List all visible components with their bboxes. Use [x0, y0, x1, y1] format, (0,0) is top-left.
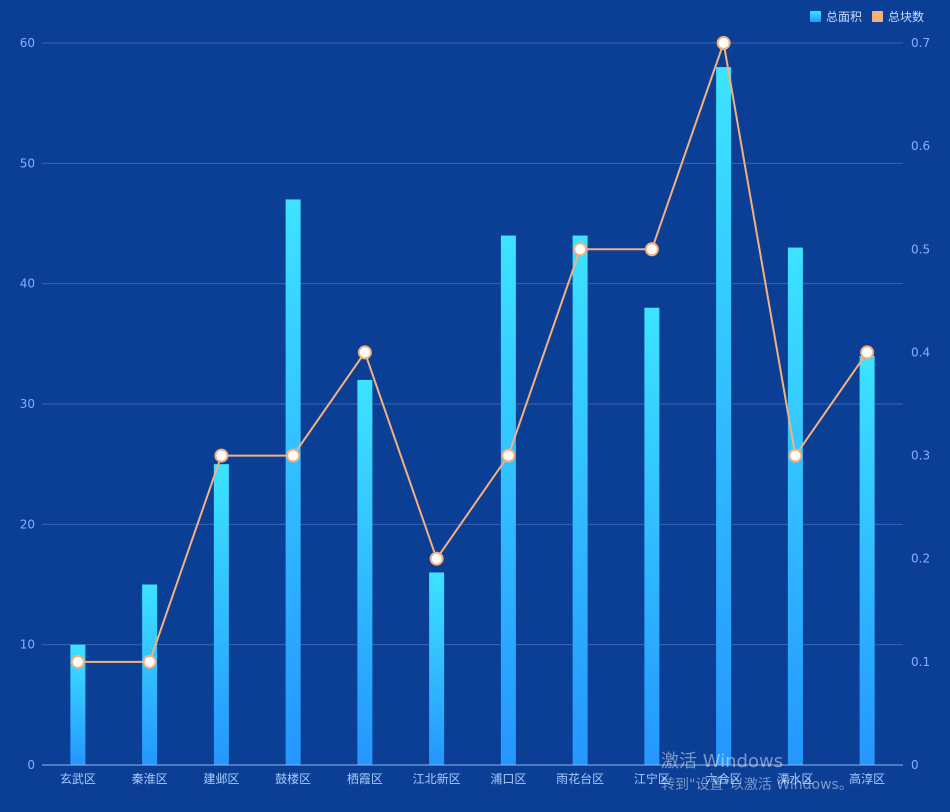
bar[interactable] — [142, 584, 158, 766]
x-tick-label: 江宁区 — [634, 771, 670, 786]
bar[interactable] — [429, 572, 445, 765]
line-point[interactable] — [860, 345, 875, 360]
legend-swatch-area[interactable] — [810, 11, 821, 22]
bar[interactable] — [644, 307, 660, 765]
y-right-tick-label: 0.2 — [911, 552, 930, 566]
bar[interactable] — [859, 355, 875, 765]
bar[interactable] — [716, 67, 732, 766]
line-point[interactable] — [429, 551, 444, 566]
windows-activation-watermark: 激活 Windows 转到"设置"以激活 Windows。 — [661, 751, 853, 793]
line-path — [77, 39, 868, 663]
x-tick-label: 江北新区 — [413, 771, 461, 786]
bar[interactable] — [572, 235, 588, 766]
line-point[interactable] — [286, 448, 301, 463]
watermark-line-1: 激活 Windows — [661, 751, 783, 772]
x-tick-label: 浦口区 — [490, 772, 526, 786]
bar-series — [70, 67, 875, 766]
y-right-tick-label: 0.4 — [911, 345, 930, 359]
y-left-tick-label: 10 — [20, 638, 35, 652]
gridlines — [42, 42, 903, 646]
y-left-tick-label: 0 — [27, 758, 35, 772]
y-left-tick-label: 50 — [20, 156, 35, 170]
line-point[interactable] — [142, 654, 157, 669]
bar[interactable] — [70, 644, 86, 765]
bar[interactable] — [285, 199, 301, 765]
y-right-tick-label: 0.3 — [911, 449, 930, 463]
legend-label-area[interactable]: 总面积 — [826, 10, 862, 24]
y-right-tick-label: 0.6 — [911, 139, 930, 153]
x-tick-label: 溧水区 — [777, 772, 813, 786]
y-axis-left: 0 10 20 30 40 50 60 — [20, 36, 35, 772]
y-left-tick-label: 30 — [20, 397, 35, 411]
y-right-tick-label: 0 — [911, 758, 919, 772]
legend-swatch-count[interactable] — [872, 11, 883, 22]
x-tick-label: 玄武区 — [60, 771, 96, 786]
y-left-tick-label: 20 — [20, 517, 35, 531]
line-point[interactable] — [70, 654, 85, 669]
line-point[interactable] — [214, 448, 229, 463]
y-left-tick-label: 40 — [20, 277, 35, 291]
legend[interactable]: 总面积 总块数 — [810, 9, 924, 24]
line-point[interactable] — [788, 448, 803, 463]
line-point[interactable] — [501, 448, 516, 463]
x-tick-label: 高淳区 — [849, 771, 885, 786]
y-right-tick-label: 0.5 — [911, 242, 930, 256]
y-right-tick-label: 0.1 — [911, 655, 930, 669]
y-left-tick-label: 60 — [20, 36, 35, 50]
line-point[interactable] — [573, 242, 588, 257]
line-point[interactable] — [716, 36, 731, 50]
line-series — [70, 36, 875, 669]
x-tick-label: 鼓楼区 — [275, 771, 311, 786]
x-tick-label: 栖霞区 — [347, 771, 383, 786]
y-axis-right: 0 0.1 0.2 0.3 0.4 0.5 0.6 0.7 — [911, 36, 930, 772]
bar[interactable] — [787, 247, 803, 766]
x-tick-label: 雨花台区 — [556, 771, 604, 786]
x-tick-label: 六合区 — [706, 771, 742, 786]
y-right-tick-label: 0.7 — [911, 36, 930, 50]
x-tick-label: 建邺区 — [203, 772, 239, 786]
line-point[interactable] — [357, 345, 372, 360]
watermark-line-2: 转到"设置"以激活 Windows。 — [661, 776, 853, 793]
legend-label-count[interactable]: 总块数 — [888, 9, 924, 24]
x-axis: 玄武区 秦淮区 建邺区 鼓楼区 栖霞区 江北新区 浦口区 雨花台区 江宁区 六合区 溧水区 高淳区 — [42, 764, 903, 786]
bar[interactable] — [500, 235, 516, 766]
x-tick-label: 秦淮区 — [132, 772, 168, 786]
line-point[interactable] — [644, 242, 659, 257]
bar[interactable] — [213, 464, 229, 765]
bar[interactable] — [357, 379, 373, 765]
